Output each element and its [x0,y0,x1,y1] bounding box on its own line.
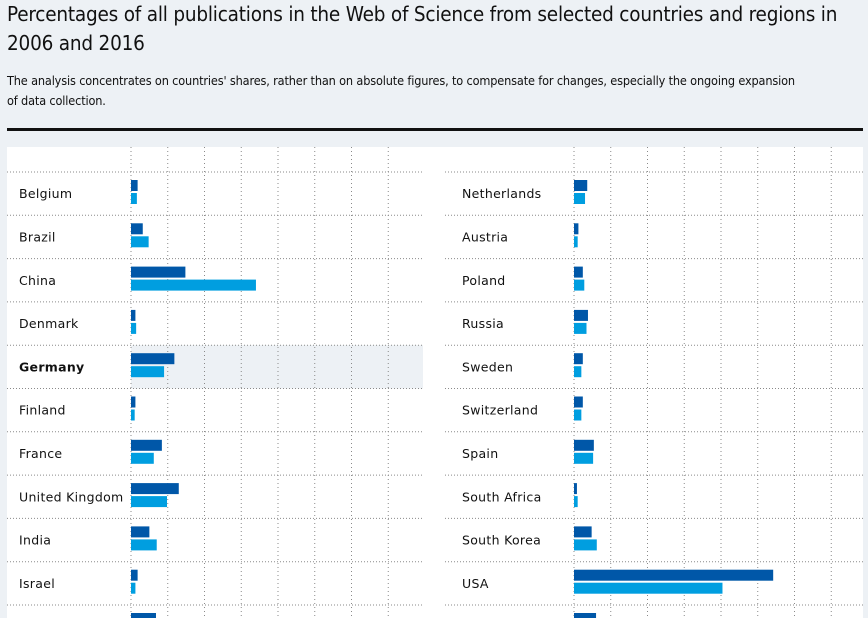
category-label-switzerland: Switzerland [462,403,538,418]
bar-2016-poland [574,279,585,291]
bar-2006-france [131,439,162,451]
category-label-india: India [19,533,51,548]
category-label-denmark: Denmark [19,316,79,331]
bar-2006-south-africa [574,483,577,495]
category-label-china: China [19,273,56,288]
bar-2016-austria [574,236,578,248]
bar-2006-sweden [574,353,583,365]
bar-2016-south-korea [574,539,597,551]
bar-2016-sweden [574,366,582,378]
category-label-france: France [19,446,62,461]
bar-2006-partial [131,613,156,618]
bar-2016-china [131,279,256,291]
bar-2006-usa [574,569,774,581]
bar-2016-switzerland [574,409,582,421]
bar-2016-brazil [131,236,149,248]
bar-2006-china [131,266,186,278]
chart-subtitle: The analysis concentrates on countries' … [7,73,795,108]
bar-2006-partial [574,613,597,618]
category-label-germany: Germany [19,359,85,374]
chart-title: Percentages of all publications in the W… [7,2,838,55]
bar-2006-israel [131,569,138,581]
bar-2016-russia [574,322,587,334]
bar-2006-united-kingdom [131,483,179,495]
category-label-austria: Austria [462,229,508,244]
bar-2006-denmark [131,309,136,321]
bar-2016-israel [131,582,136,594]
category-label-spain: Spain [462,446,498,461]
bar-2006-finland [131,396,136,408]
bar-2016-south-africa [574,496,578,508]
bar-chart: Belgium Brazil China Denmark Germany Finland F… [7,147,863,618]
category-label-brazil: Brazil [19,229,56,244]
bar-2006-belgium [131,180,138,191]
category-label-israel: Israel [19,576,55,591]
bar-2006-spain [574,439,594,451]
bar-2006-poland [574,266,583,278]
category-label-finland: Finland [19,403,66,418]
bar-2016-finland [131,409,135,421]
bar-2016-germany [131,366,165,378]
bar-2006-switzerland [574,396,583,408]
bar-2016-india [131,539,157,551]
category-label-russia: Russia [462,316,504,331]
bar-2006-russia [574,309,588,321]
category-label-belgium: Belgium [19,186,72,201]
bar-2016-usa [574,582,723,594]
bar-2006-netherlands [574,180,588,191]
bar-2006-brazil [131,223,143,235]
bar-2016-denmark [131,322,137,334]
bar-2006-austria [574,223,579,235]
category-label-poland: Poland [462,273,506,288]
category-label-usa: USA [462,576,489,591]
category-label-united-kingdom: United Kingdom [19,489,124,504]
bar-2006-india [131,526,150,538]
category-label-south-africa: South Africa [462,489,542,504]
bar-2006-south-korea [574,526,592,538]
bar-2016-netherlands [574,193,586,204]
header-divider [7,128,863,131]
bar-2016-france [131,452,154,464]
bar-2006-germany [131,353,175,365]
bar-2016-belgium [131,193,137,204]
category-label-south-korea: South Korea [462,533,541,548]
highlight-row-germany [131,345,423,389]
chart-area: Belgium Brazil China Denmark Germany Finland F… [7,147,863,618]
category-label-netherlands: Netherlands [462,186,542,201]
category-label-sweden: Sweden [462,359,513,374]
bar-2016-spain [574,452,594,464]
bar-2016-united-kingdom [131,496,168,508]
